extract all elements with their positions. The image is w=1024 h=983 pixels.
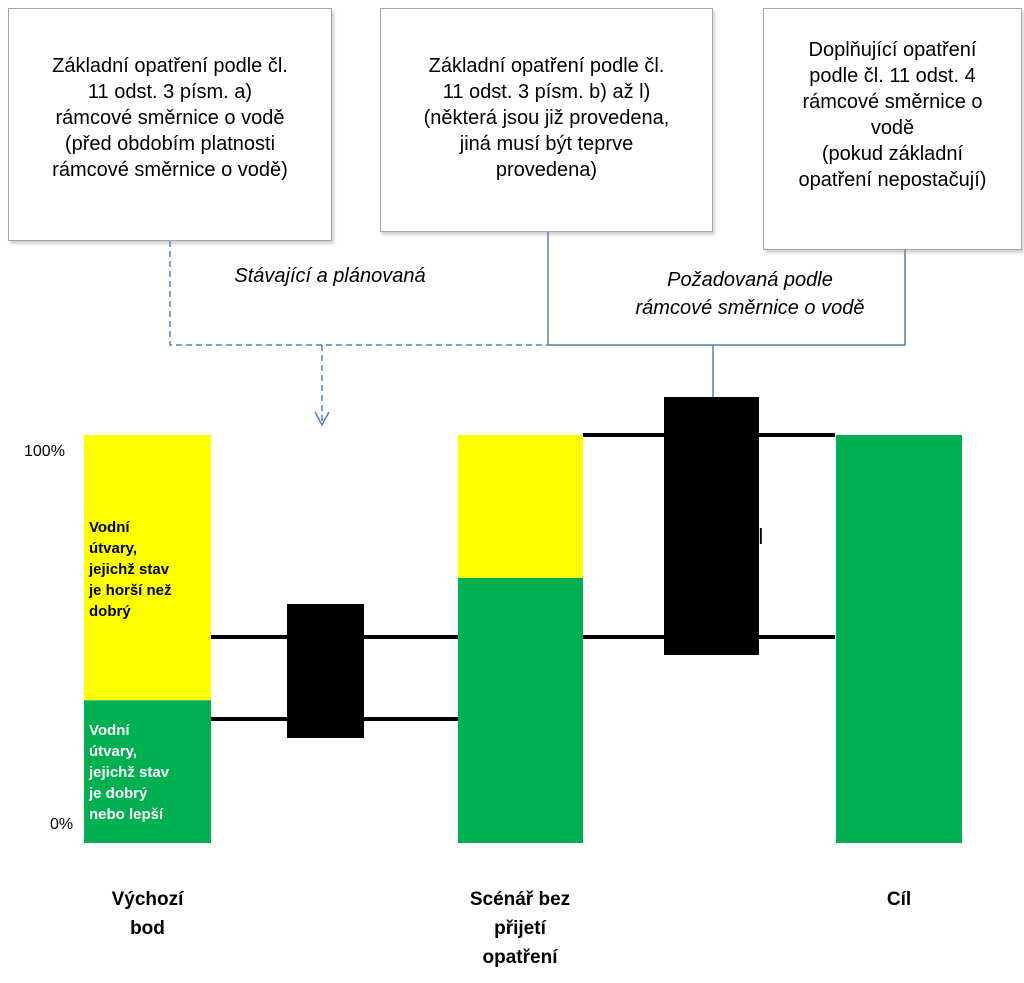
measures-box-basic-a: Základní opatření podle čl. 11 odst. 3 p… bbox=[8, 8, 332, 241]
measures-box-supplementary: Doplňující opatření podle čl. 11 odst. 4… bbox=[763, 8, 1022, 250]
bar-target-good bbox=[836, 435, 962, 843]
caption-existing-planned: Stávající a plánovaná bbox=[234, 265, 426, 287]
category-label-start: Výchozí bod bbox=[111, 889, 184, 939]
gap-label: díl bbox=[740, 524, 764, 549]
dashed-arrow-head bbox=[314, 411, 330, 427]
dashed-connector bbox=[169, 241, 548, 346]
caption-required: Požadovaná podle rámcové směrnice o vodě bbox=[635, 269, 865, 319]
segment-label-good: Vodní útvary, jejichž stav je dobrý nebo… bbox=[89, 722, 170, 823]
bar-start-good bbox=[84, 700, 211, 843]
axis-label-100: 100% bbox=[24, 443, 65, 460]
category-label-target: Cíl bbox=[886, 889, 912, 910]
bar-scenario-bad bbox=[458, 435, 583, 578]
solid-connector bbox=[547, 232, 906, 346]
segment-label-worse: Vodní útvary, jejichž stav je horší než … bbox=[89, 519, 172, 620]
bar-start-bad bbox=[84, 435, 211, 701]
change-block-2 bbox=[664, 397, 759, 655]
category-label-scenario: Scénář bez přijetí opatření bbox=[469, 889, 571, 968]
change-block-1 bbox=[287, 604, 364, 738]
measures-box-basic-b-l: Základní opatření podle čl. 11 odst. 3 p… bbox=[380, 8, 713, 232]
bar-scenario-good bbox=[458, 577, 583, 843]
axis-label-0: 0% bbox=[50, 816, 74, 833]
